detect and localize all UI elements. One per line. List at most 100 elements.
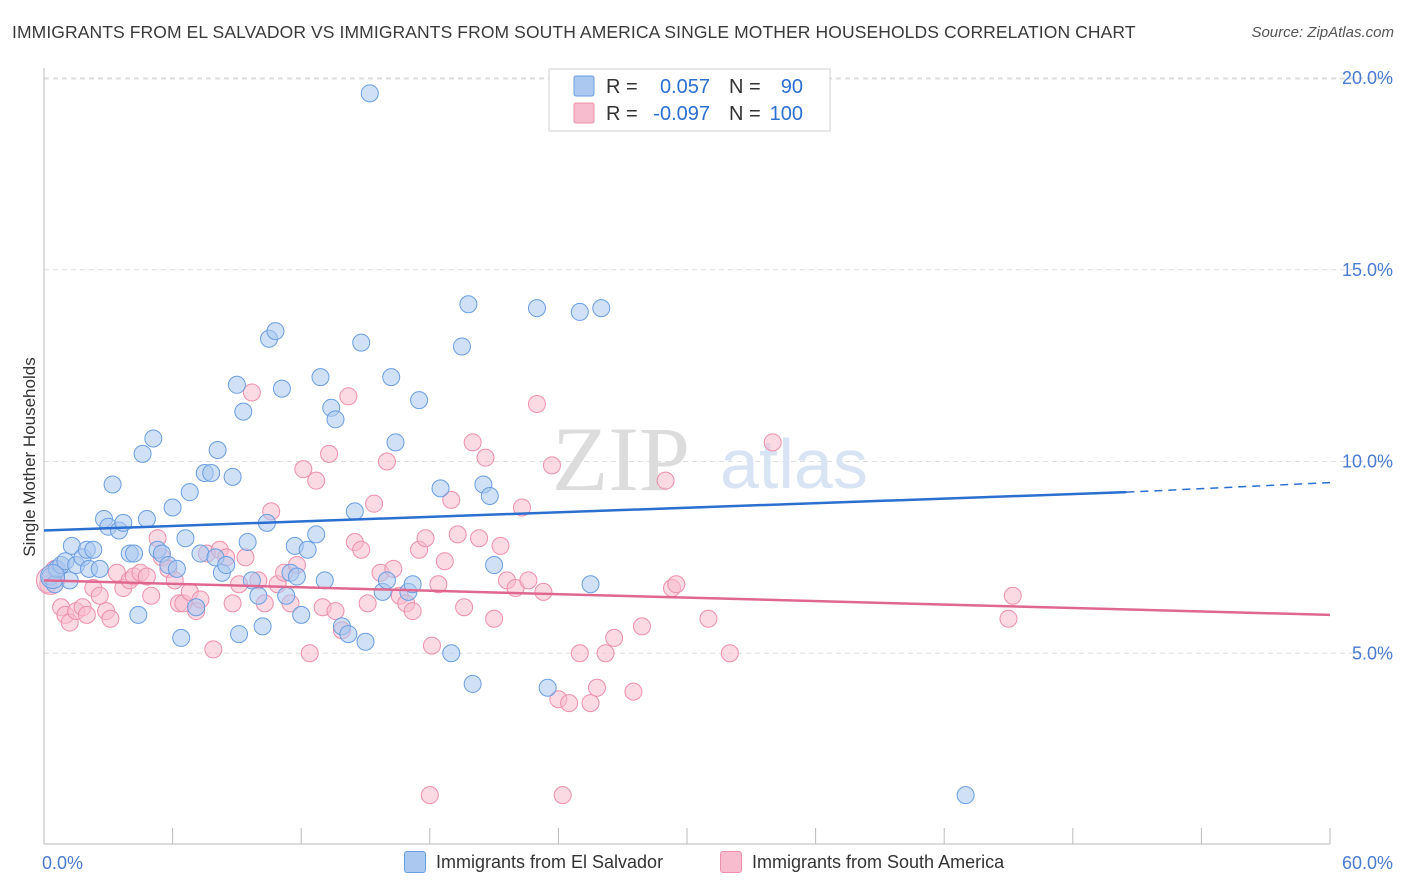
trend-line-south-america	[43, 579, 1331, 617]
point-el-salvador-32	[187, 598, 206, 617]
point-el-salvador-65	[352, 333, 371, 352]
y-tick-label-1: 10.0%	[1342, 452, 1393, 472]
point-south-america-68	[455, 598, 474, 617]
point-el-salvador-41	[227, 375, 246, 394]
point-el-salvador-76	[452, 337, 471, 356]
point-south-america-96	[999, 609, 1018, 628]
point-el-salvador-cluster	[40, 564, 66, 590]
point-el-salvador-45	[249, 586, 268, 605]
legend-n-label-1: N =	[729, 76, 761, 98]
point-el-salvador-31	[180, 483, 199, 502]
point-south-america-69	[463, 433, 482, 452]
point-el-salvador-22	[137, 510, 156, 529]
legend-swatch-blue	[573, 75, 595, 97]
point-el-salvador-77	[459, 295, 478, 314]
legend-swatch-el-salvador	[404, 851, 426, 873]
point-south-america-88	[624, 682, 643, 701]
point-south-america-48	[326, 602, 345, 621]
point-el-salvador-11	[84, 540, 103, 559]
point-south-america-97	[420, 786, 439, 805]
point-el-salvador-66	[356, 632, 375, 651]
legend-n-value-1: 90	[781, 76, 803, 98]
bottom-legend-el-salvador: Immigrants from El Salvador	[404, 851, 663, 873]
point-south-america-50	[339, 387, 358, 406]
point-south-america-64	[429, 575, 448, 594]
y-tick-label-0: 5.0%	[1352, 643, 1393, 663]
point-south-america-95	[763, 433, 782, 452]
point-south-america-70	[470, 529, 489, 548]
point-el-salvador-39	[217, 556, 236, 575]
point-south-america-77	[519, 571, 538, 590]
legend-r-label-1: R =	[606, 76, 638, 98]
legend-label-south-america: Immigrants from South America	[752, 851, 1005, 872]
point-el-salvador-19	[125, 544, 144, 563]
point-south-america-93	[699, 609, 718, 628]
point-south-america-89	[632, 617, 651, 636]
point-south-america-82	[560, 694, 579, 713]
legend-n-value-2: 100	[770, 103, 803, 125]
point-el-salvador-72	[403, 575, 422, 594]
point-el-salvador-23	[144, 429, 163, 448]
point-south-america-84	[581, 694, 600, 713]
source-label: Source: ZipAtlas.com	[1251, 24, 1394, 41]
point-el-salvador-64	[345, 502, 364, 521]
point-el-salvador-54	[287, 567, 306, 586]
point-south-america-66	[442, 490, 461, 509]
point-south-america-63	[422, 636, 441, 655]
watermark-atlas: atlas	[720, 425, 868, 503]
point-el-salvador-73	[410, 391, 429, 410]
point-south-america-44	[300, 644, 319, 663]
point-el-salvador-70	[386, 433, 405, 452]
legend-r-value-1: 0.057	[660, 76, 710, 98]
point-south-america-18	[142, 586, 161, 605]
watermark: ZIP atlas	[552, 408, 868, 510]
point-el-salvador-86	[956, 786, 975, 805]
point-el-salvador-58	[311, 368, 330, 387]
point-el-salvador-33	[191, 544, 210, 563]
point-el-salvador-82	[538, 678, 557, 697]
point-el-salvador-29	[172, 628, 191, 647]
point-south-america-83	[570, 644, 589, 663]
point-el-salvador-42	[234, 402, 253, 421]
point-el-salvador-67	[360, 84, 379, 103]
point-south-america-90	[656, 471, 675, 490]
y-tick-label-3: 20.0%	[1342, 68, 1393, 88]
point-el-salvador-80	[480, 487, 499, 506]
point-el-salvador-57	[307, 525, 326, 544]
grid-lines	[44, 77, 1392, 654]
point-el-salvador-55	[292, 605, 311, 624]
chart-title: IMMIGRANTS FROM EL SALVADOR VS IMMIGRANT…	[12, 22, 1136, 42]
tick-labels: 5.0% 10.0% 15.0% 20.0% 0.0% 60.0%	[42, 68, 1393, 873]
point-south-america-80	[542, 456, 561, 475]
point-south-america-99	[1003, 586, 1022, 605]
legend-swatch-south-america	[720, 851, 742, 873]
point-el-salvador-74	[431, 479, 450, 498]
legend-swatch-pink	[573, 102, 595, 124]
point-el-salvador-12	[90, 559, 109, 578]
point-south-america-94	[720, 644, 739, 663]
legend-n-label-2: N =	[729, 103, 761, 125]
trend-line-el-salvador-extension	[1126, 481, 1331, 493]
point-south-america-29	[204, 640, 223, 659]
point-south-america-73	[491, 536, 510, 555]
point-el-salvador-87	[377, 571, 396, 590]
point-south-america-71	[476, 448, 495, 467]
point-south-america-62	[416, 529, 435, 548]
point-el-salvador-83	[570, 302, 589, 321]
legend-label-el-salvador: Immigrants from El Salvador	[436, 851, 664, 872]
point-el-salvador-75	[442, 644, 461, 663]
legend-r-value-2: -0.097	[653, 103, 710, 125]
point-south-america-87	[605, 628, 624, 647]
point-el-salvador-40	[223, 467, 242, 486]
point-south-america-56	[377, 452, 396, 471]
point-el-salvador-61	[326, 410, 345, 429]
series-el-salvador-points	[40, 84, 975, 805]
point-el-salvador-56	[298, 540, 317, 559]
point-south-america-92	[667, 575, 686, 594]
watermark-zip: ZIP	[552, 408, 690, 510]
point-el-salvador-30	[176, 529, 195, 548]
trend-line-el-salvador	[43, 490, 1127, 532]
axes	[43, 68, 1331, 845]
point-el-salvador-49	[266, 322, 285, 341]
